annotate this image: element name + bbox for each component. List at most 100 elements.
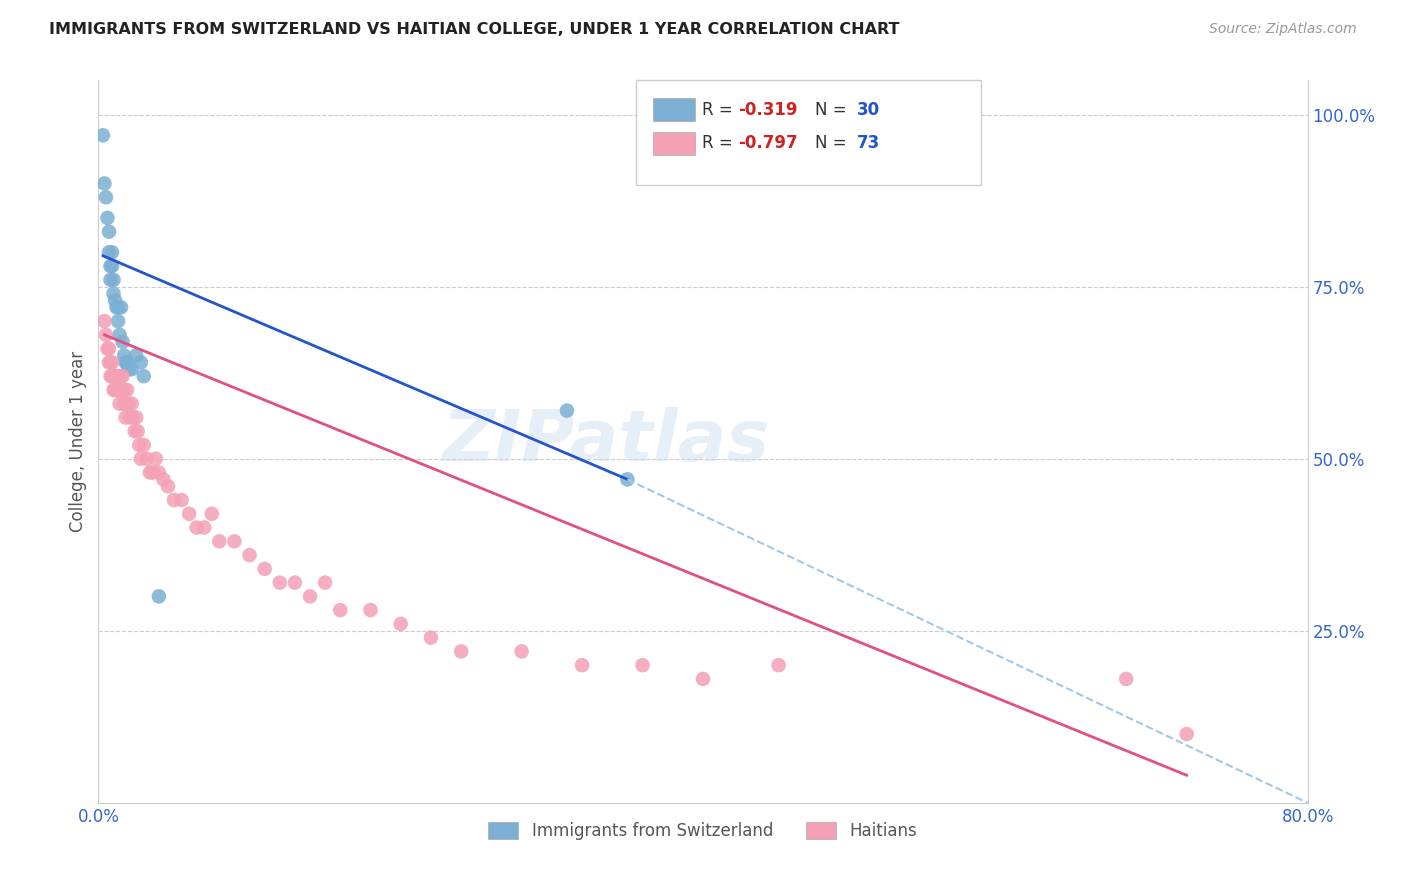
Point: [103, 369, 125, 384]
Text: -0.797: -0.797: [738, 134, 797, 153]
Point: [129, 451, 152, 466]
Point: [124, 424, 146, 438]
Point: [101, 259, 124, 273]
Point: [110, 383, 132, 397]
Point: [139, 466, 162, 480]
Point: [179, 507, 201, 521]
Point: [768, 658, 790, 673]
Point: [148, 590, 170, 604]
Point: [98, 225, 121, 239]
Point: [135, 451, 157, 466]
Point: [269, 575, 291, 590]
Text: IMMIGRANTS FROM SWITZERLAND VS HAITIAN COLLEGE, UNDER 1 YEAR CORRELATION CHART: IMMIGRANTS FROM SWITZERLAND VS HAITIAN C…: [49, 22, 900, 37]
FancyBboxPatch shape: [654, 132, 695, 154]
Point: [284, 575, 307, 590]
Point: [112, 349, 135, 363]
Point: [128, 438, 150, 452]
Text: R =: R =: [702, 101, 738, 119]
Point: [121, 362, 143, 376]
Point: [132, 369, 155, 384]
Text: R =: R =: [702, 134, 738, 153]
Point: [156, 479, 179, 493]
Point: [510, 644, 533, 658]
Point: [100, 273, 122, 287]
Point: [103, 273, 125, 287]
Point: [1175, 727, 1198, 741]
Point: [111, 383, 134, 397]
Point: [692, 672, 714, 686]
Point: [96, 211, 118, 225]
Point: [571, 658, 593, 673]
Point: [108, 383, 131, 397]
Point: [105, 301, 128, 315]
Point: [105, 383, 128, 397]
Point: [100, 369, 122, 384]
Point: [98, 342, 121, 356]
Point: [100, 355, 122, 369]
Legend: Immigrants from Switzerland, Haitians: Immigrants from Switzerland, Haitians: [479, 814, 927, 848]
Point: [239, 548, 262, 562]
Point: [112, 397, 135, 411]
Point: [170, 493, 193, 508]
Point: [114, 410, 136, 425]
Point: [148, 466, 170, 480]
Text: -0.319: -0.319: [738, 101, 797, 119]
Point: [253, 562, 276, 576]
Point: [107, 301, 129, 315]
Point: [112, 383, 135, 397]
Point: [108, 327, 131, 342]
Point: [91, 128, 114, 143]
Text: 30: 30: [856, 101, 880, 119]
FancyBboxPatch shape: [654, 98, 695, 121]
Point: [201, 507, 224, 521]
Point: [101, 355, 124, 369]
Point: [450, 644, 472, 658]
Point: [107, 369, 129, 384]
Text: N =: N =: [815, 134, 852, 153]
Y-axis label: College, Under 1 year: College, Under 1 year: [69, 351, 87, 533]
Point: [118, 362, 141, 376]
Point: [145, 451, 167, 466]
Point: [94, 327, 117, 342]
Point: [101, 369, 124, 384]
Point: [104, 383, 127, 397]
Point: [111, 334, 134, 349]
Point: [631, 658, 654, 673]
Point: [110, 369, 132, 384]
Point: [224, 534, 246, 549]
Point: [96, 342, 118, 356]
Point: [104, 369, 127, 384]
Point: [110, 301, 132, 315]
Point: [1115, 672, 1137, 686]
Text: Source: ZipAtlas.com: Source: ZipAtlas.com: [1209, 22, 1357, 37]
Point: [100, 259, 122, 273]
Point: [616, 472, 638, 486]
Point: [142, 466, 165, 480]
Point: [101, 245, 124, 260]
Point: [103, 383, 125, 397]
Point: [105, 369, 128, 384]
Point: [208, 534, 231, 549]
Point: [314, 575, 336, 590]
Point: [104, 293, 127, 308]
Point: [299, 590, 322, 604]
Point: [118, 397, 141, 411]
Text: 73: 73: [856, 134, 880, 153]
Point: [127, 424, 149, 438]
Point: [389, 616, 412, 631]
Point: [132, 438, 155, 452]
Point: [114, 397, 136, 411]
Point: [111, 369, 134, 384]
Point: [193, 520, 215, 534]
FancyBboxPatch shape: [637, 80, 981, 185]
Point: [360, 603, 382, 617]
Point: [122, 410, 145, 425]
Point: [94, 190, 117, 204]
Point: [121, 397, 143, 411]
Point: [98, 245, 121, 260]
Text: ZIPatlas: ZIPatlas: [443, 407, 770, 476]
Point: [98, 355, 121, 369]
Point: [329, 603, 352, 617]
Point: [125, 349, 148, 363]
Point: [108, 397, 131, 411]
